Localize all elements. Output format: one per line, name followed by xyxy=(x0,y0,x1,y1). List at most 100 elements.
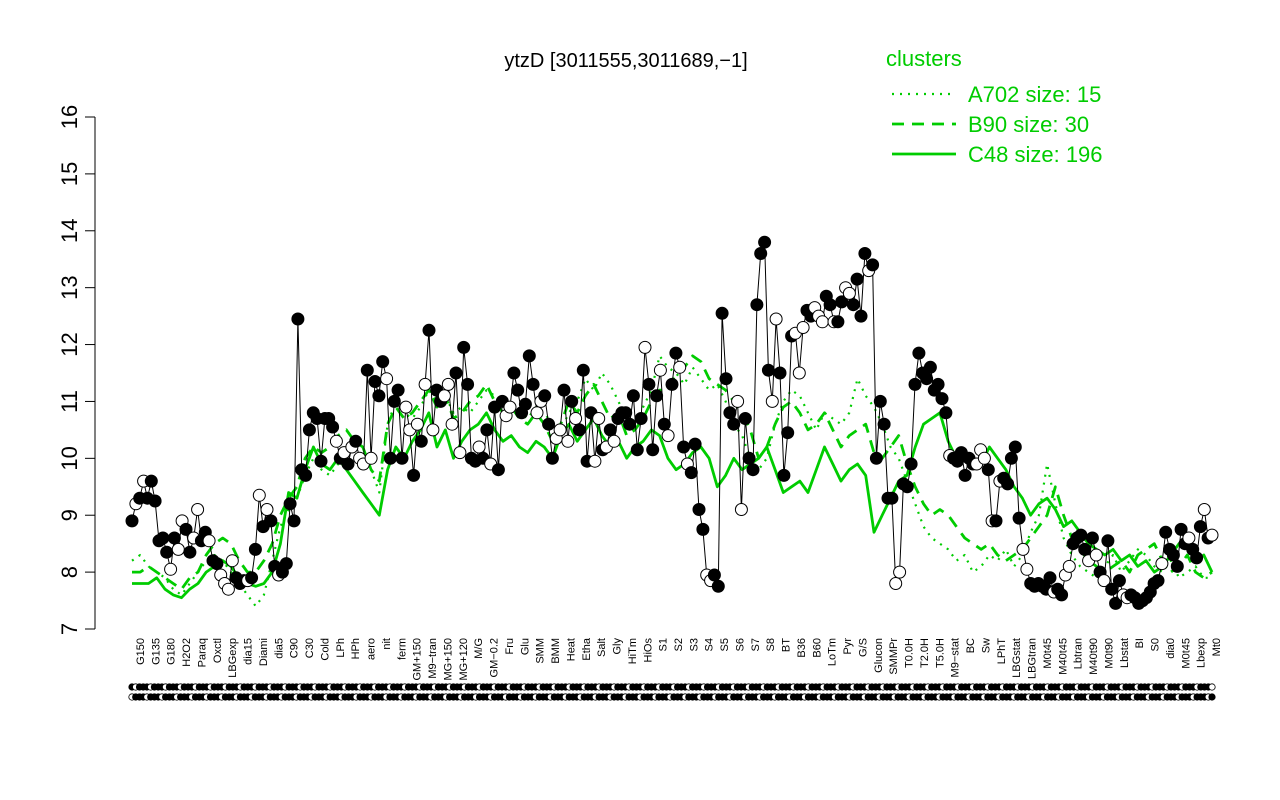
data-point-40 xyxy=(279,557,293,571)
data-point-194 xyxy=(873,394,887,408)
x-tick-label: S1 xyxy=(658,638,670,651)
data-point-58 xyxy=(349,434,363,448)
x-tick-label: Sw xyxy=(980,638,992,653)
y-tick-label-16: 16 xyxy=(57,105,82,129)
data-point-188 xyxy=(850,272,864,286)
data-point-138 xyxy=(657,417,671,431)
data-point-26 xyxy=(225,554,239,568)
data-point-130 xyxy=(626,389,640,403)
data-point-36 xyxy=(264,514,278,528)
data-point-90 xyxy=(472,440,486,454)
data-point-272 xyxy=(1174,522,1188,536)
legend-label-solid: C48 size: 196 xyxy=(968,142,1103,167)
x-tick-label: MG+150 xyxy=(442,638,454,681)
data-point-135 xyxy=(646,443,660,457)
data-point-128 xyxy=(619,406,633,420)
data-point-193 xyxy=(869,451,883,465)
data-point-73 xyxy=(407,468,421,482)
data-point-249 xyxy=(1085,531,1099,545)
x-tick-label: BI xyxy=(1134,638,1146,648)
x-tick-label: G150 xyxy=(135,638,147,665)
data-point-103 xyxy=(522,349,536,363)
data-point-104 xyxy=(526,377,540,391)
x-tick-label: Etha xyxy=(581,637,593,661)
x-tick-label: Paraq xyxy=(197,638,209,667)
x-tick-label: S0 xyxy=(1150,638,1162,651)
x-tick-label: MG+120 xyxy=(458,638,470,681)
data-point-155 xyxy=(723,406,737,420)
x-tick-label: dia0 xyxy=(1165,638,1177,659)
chart-title: ytzD [3011555,3011689,−1] xyxy=(504,50,747,72)
x-tick-label: GM−0.2 xyxy=(489,638,501,677)
data-point-274 xyxy=(1182,531,1196,545)
data-point-66 xyxy=(380,372,394,386)
data-point-46 xyxy=(302,423,316,437)
data-point-228 xyxy=(1004,451,1018,465)
data-point-82 xyxy=(441,377,455,391)
data-point-140 xyxy=(665,377,679,391)
data-point-14 xyxy=(179,522,193,536)
x-tick-label: Lbtran xyxy=(1073,638,1085,669)
data-point-141 xyxy=(669,346,683,360)
data-point-121 xyxy=(592,412,606,425)
x-tick-label: LPh xyxy=(335,638,347,658)
data-point-278 xyxy=(1197,503,1211,516)
data-point-148 xyxy=(696,522,710,536)
data-point-210 xyxy=(935,392,949,406)
data-point-267 xyxy=(1155,557,1169,571)
x-axis: G150 G135 G180 H2O2 Paraq Oxctl LBGexp dia15 Dia… xyxy=(128,637,1223,701)
data-point-6 xyxy=(148,494,162,508)
data-point-9 xyxy=(160,545,174,559)
data-point-78 xyxy=(426,423,440,437)
x-tick-label: dia5 xyxy=(273,638,285,659)
y-axis: 7 8 9 10 11 12 13 14 15 16 xyxy=(57,105,96,635)
x-tick-label: Lbstat xyxy=(1119,638,1131,668)
data-point-113 xyxy=(561,434,575,448)
y-tick-label-14: 14 xyxy=(57,219,82,243)
data-point-43 xyxy=(291,312,305,326)
x-tick-label: B60 xyxy=(811,638,823,658)
data-point-252 xyxy=(1097,574,1111,588)
data-point-17 xyxy=(191,503,205,516)
x-tick-label: SMM xyxy=(535,638,547,664)
data-point-201 xyxy=(900,480,914,494)
data-point-83 xyxy=(445,417,459,431)
data-point-230 xyxy=(1012,511,1026,525)
data-point-105 xyxy=(530,406,544,420)
x-tick-label: T5.0H xyxy=(934,638,946,668)
legend-label-dashed: B90 size: 30 xyxy=(968,112,1089,137)
data-point-142 xyxy=(673,360,687,374)
data-point-10 xyxy=(164,562,178,576)
data-point-117 xyxy=(576,363,590,377)
x-tick-label: H2O2 xyxy=(181,638,193,667)
data-point-231 xyxy=(1016,542,1030,556)
x-tick-label: LPhT xyxy=(996,638,1008,665)
x-tick-label: M40t90 xyxy=(1088,638,1100,675)
data-point-109 xyxy=(545,451,559,465)
data-point-152 xyxy=(711,579,725,593)
data-point-108 xyxy=(542,417,556,431)
x-tick-label: M0t45 xyxy=(1042,638,1054,669)
data-point-0 xyxy=(125,514,139,528)
data-point-211 xyxy=(939,406,953,420)
x-tick-label: S5 xyxy=(719,638,731,651)
data-point-266 xyxy=(1151,574,1165,588)
data-point-161 xyxy=(746,463,760,477)
x-tick-label: M0t90 xyxy=(1103,638,1115,669)
data-point-159 xyxy=(738,412,752,425)
data-point-190 xyxy=(858,247,872,260)
data-point-189 xyxy=(854,309,868,323)
data-point-112 xyxy=(557,383,571,397)
x-tick-label: LBGexp xyxy=(227,638,239,678)
data-point-8 xyxy=(156,531,170,545)
data-point-107 xyxy=(538,389,552,403)
data-point-102 xyxy=(518,397,532,411)
data-point-98 xyxy=(503,400,517,414)
data-point-131 xyxy=(630,443,644,457)
data-point-20 xyxy=(202,534,216,548)
data-point-197 xyxy=(885,491,899,505)
data-point-224 xyxy=(989,514,1003,528)
y-tick-label-7: 7 xyxy=(57,623,82,635)
x-tick-label: S6 xyxy=(735,638,747,651)
